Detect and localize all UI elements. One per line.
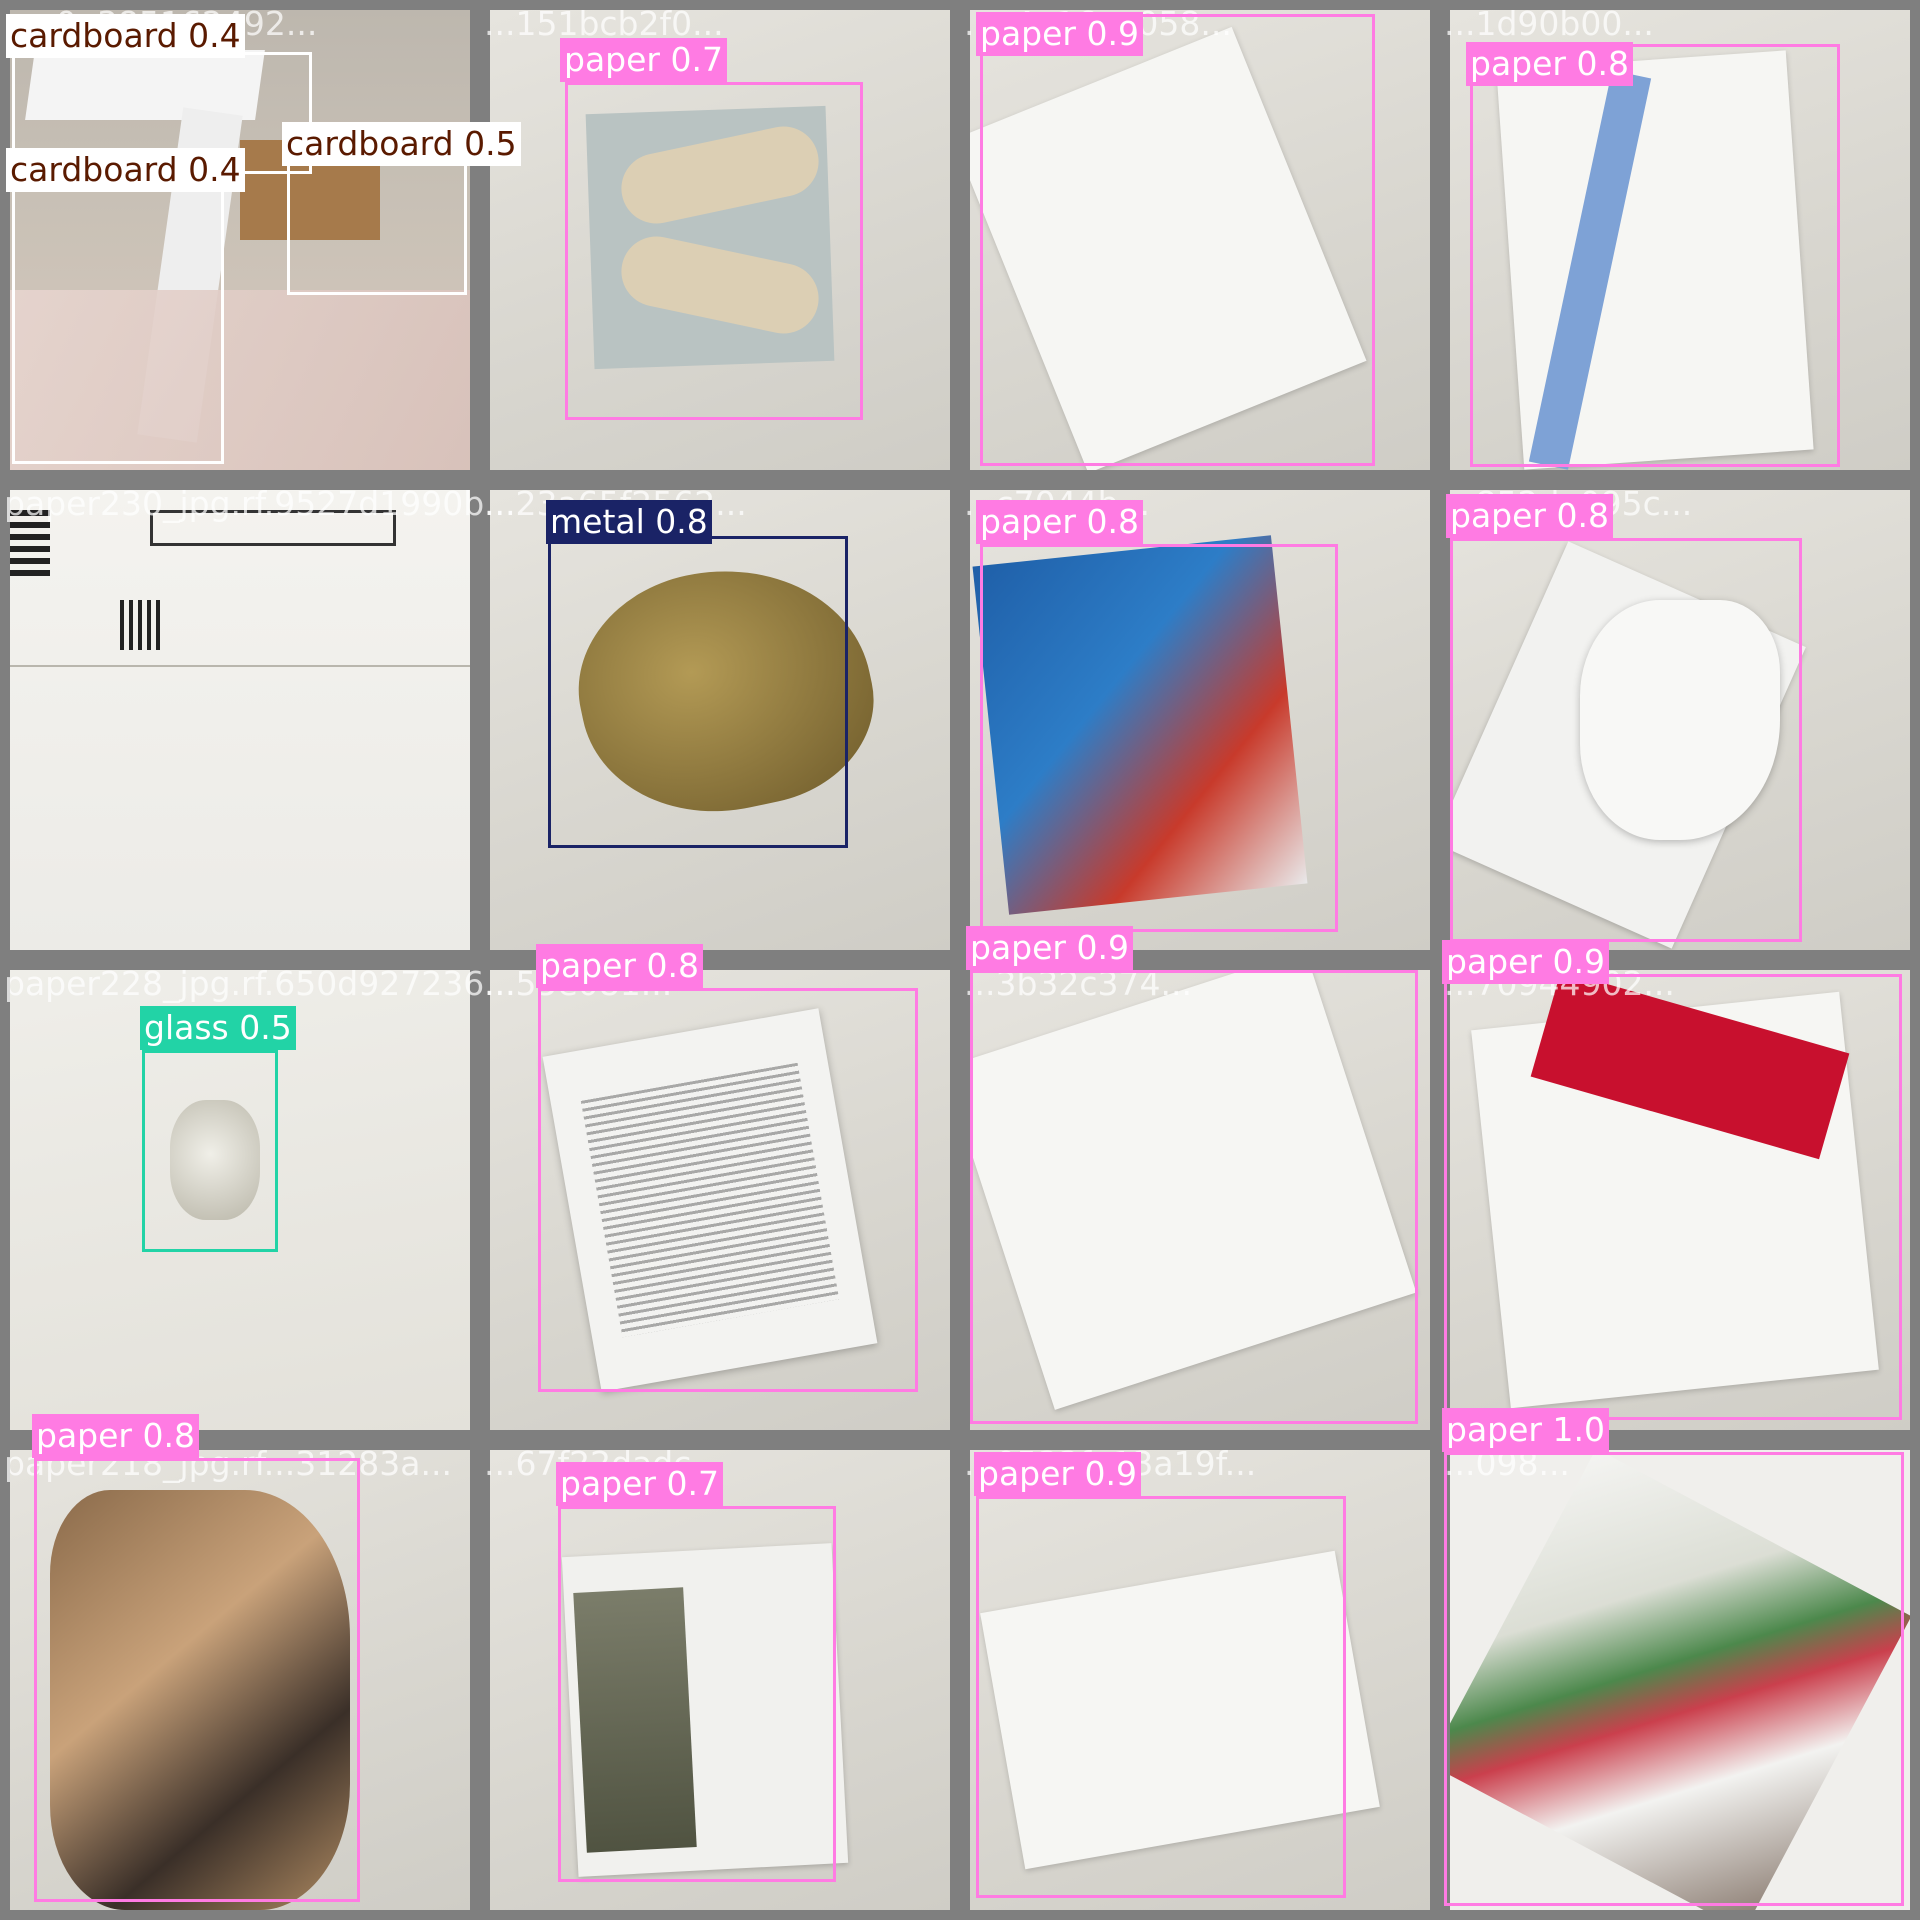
bbox-label: paper 0.8 xyxy=(976,500,1143,544)
tile-filename: paper228_jpg.rf.650d927236... xyxy=(4,964,516,1003)
tile-2[interactable]: ...151bcb2f0... paper 0.7 xyxy=(480,0,960,480)
bbox-label: paper 1.0 xyxy=(1442,1408,1609,1452)
envelope-edge xyxy=(10,665,470,667)
tile-filename: ...151bcb2f0... xyxy=(484,4,724,43)
tile-filename: ...1d90b00... xyxy=(1444,4,1654,43)
crumpled-snack-bag xyxy=(50,1490,350,1910)
bbox-label: metal 0.8 xyxy=(546,500,712,544)
tile-photo xyxy=(490,970,950,1430)
bbox-label: paper 0.7 xyxy=(556,1462,723,1506)
tile-photo xyxy=(490,490,950,950)
tile-11[interactable]: ...3b32c374... paper 0.9 xyxy=(960,926,1440,1440)
tile-filename: paper230_jpg.rf.9527d1990b... xyxy=(4,484,516,523)
tile-9[interactable]: paper228_jpg.rf.650d927236... glass 0.5 xyxy=(0,960,516,1440)
tile-7[interactable]: ...c7044b... paper 0.8 xyxy=(960,480,1440,960)
bbox-cardboard xyxy=(12,186,224,464)
floor-tiles xyxy=(10,290,470,470)
bbox-label: paper 0.8 xyxy=(32,1414,199,1458)
tile-10[interactable]: ...55e081... paper 0.8 xyxy=(480,944,960,1440)
tile-1[interactable]: ...a0a385162492... cardboard 0.4 cardboa… xyxy=(0,0,521,480)
bbox-glass xyxy=(142,1050,278,1252)
bbox-metal xyxy=(548,536,848,848)
tile-photo xyxy=(10,1450,470,1910)
bbox-label: paper 0.9 xyxy=(966,926,1133,970)
bbox-label: cardboard 0.5 xyxy=(282,122,521,166)
tile-12[interactable]: ...70944902... paper 0.9 xyxy=(1440,940,1920,1440)
tile-photo xyxy=(1450,490,1910,950)
tile-photo xyxy=(490,1450,950,1910)
tile-14[interactable]: ...67f22dadc... paper 0.7 xyxy=(480,1440,960,1920)
tile-photo xyxy=(1450,970,1910,1430)
tile-6[interactable]: ...23a65f2562... metal 0.8 xyxy=(480,480,960,960)
bbox-label: paper 0.9 xyxy=(1442,940,1609,984)
bbox-paper xyxy=(980,14,1375,466)
crumpled-sheet xyxy=(1580,600,1780,840)
bbox-paper xyxy=(1444,1452,1904,1906)
bbox-cardboard xyxy=(287,163,467,295)
bbox-paper xyxy=(1450,538,1802,942)
bbox-paper xyxy=(538,988,918,1392)
bbox-paper xyxy=(976,1496,1346,1898)
tile-photo xyxy=(1450,10,1910,470)
bbox-label: paper 0.9 xyxy=(976,12,1143,56)
tile-16[interactable]: ...098... paper 1.0 xyxy=(1440,1408,1920,1920)
tile-15[interactable]: ...0533fe13a19f... paper 0.9 xyxy=(960,1440,1440,1920)
tile-photo xyxy=(970,10,1430,470)
bbox-paper xyxy=(34,1458,360,1902)
bbox-paper xyxy=(980,544,1338,932)
bbox-label: paper 0.8 xyxy=(536,944,703,988)
crumpled-foil xyxy=(170,1100,260,1220)
bbox-label: paper 0.7 xyxy=(560,38,727,82)
reply-mail-header xyxy=(150,510,396,546)
tile-photo xyxy=(970,490,1430,950)
tile-5[interactable]: paper230_jpg.rf.9527d1990b... xyxy=(0,480,516,960)
bbox-label: glass 0.5 xyxy=(140,1006,296,1050)
postage-bars xyxy=(10,510,50,580)
tile-4[interactable]: ...1d90b00... paper 0.8 xyxy=(1440,0,1920,480)
bbox-paper xyxy=(558,1506,836,1882)
bbox-label: cardboard 0.4 xyxy=(6,14,245,58)
tile-photo xyxy=(1450,1450,1910,1910)
tile-photo xyxy=(970,970,1430,1430)
tile-photo xyxy=(970,1450,1430,1910)
bbox-paper xyxy=(1444,974,1902,1420)
tile-8[interactable]: ...852da095c... paper 0.8 xyxy=(1440,480,1920,960)
bbox-paper xyxy=(970,970,1418,1424)
tile-photo xyxy=(10,490,470,950)
bbox-label: cardboard 0.4 xyxy=(6,148,245,192)
tile-13[interactable]: paper218_jpg.rf...31283a... paper 0.8 xyxy=(0,1414,480,1920)
bbox-paper xyxy=(565,82,863,420)
barcode xyxy=(120,600,160,650)
bbox-label: paper 0.9 xyxy=(974,1452,1141,1496)
tile-3[interactable]: ...c4e16ae058... paper 0.9 xyxy=(960,0,1440,480)
bbox-label: paper 0.8 xyxy=(1466,42,1633,86)
bbox-label: paper 0.8 xyxy=(1446,494,1613,538)
bbox-paper xyxy=(1470,44,1840,467)
